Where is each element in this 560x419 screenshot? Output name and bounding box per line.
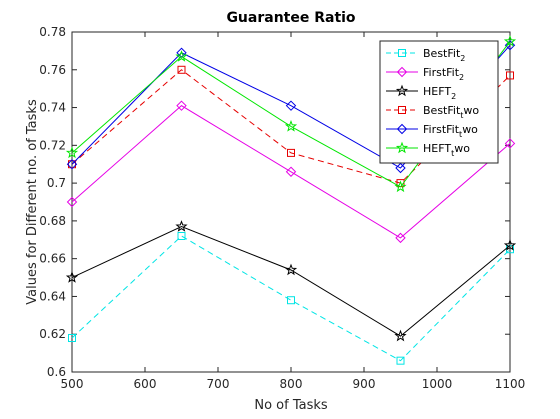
data-point xyxy=(394,329,407,342)
legend-label: FirstFittwo xyxy=(423,123,478,139)
legend-item: BestFittwo xyxy=(386,104,479,120)
legend-swatch-marker xyxy=(398,106,406,114)
data-point xyxy=(284,120,298,132)
y-tick-label: 0.7 xyxy=(47,176,66,190)
legend-label: FirstFit2 xyxy=(423,66,464,82)
data-point xyxy=(503,239,517,251)
data-point xyxy=(175,50,188,62)
series-line xyxy=(71,235,511,362)
data-point xyxy=(176,100,187,111)
legend-item: BestFit2 xyxy=(386,47,465,63)
data-point xyxy=(285,100,297,111)
data-point xyxy=(284,263,298,276)
series-line xyxy=(71,69,511,184)
legend: BestFit2 FirstFit2 HEFT2 BestFittwo FirstFit… xyxy=(379,40,499,164)
legend-item: FirstFit2 xyxy=(386,66,464,82)
x-tick-label: 900 xyxy=(353,377,376,391)
data-point xyxy=(68,334,76,342)
data-point xyxy=(395,232,406,244)
data-point xyxy=(503,35,517,47)
legend-label: BestFittwo xyxy=(423,104,479,120)
data-point xyxy=(395,162,406,174)
legend-label: HEFTtwo xyxy=(423,142,470,158)
legend-item: HEFT2 xyxy=(386,84,456,101)
data-point xyxy=(65,271,79,283)
data-point xyxy=(66,159,78,170)
y-tick-label: 0.74 xyxy=(39,101,66,115)
data-point xyxy=(504,138,516,149)
series-1 xyxy=(66,100,516,244)
y-tick-label: 0.72 xyxy=(39,138,66,152)
legend-swatch-marker xyxy=(395,84,409,97)
x-tick-label: 800 xyxy=(280,377,303,391)
x-tick-label: 700 xyxy=(207,377,230,391)
data-point xyxy=(504,40,516,51)
y-tick-label: 0.62 xyxy=(39,327,66,341)
legend-label: HEFT2 xyxy=(423,85,456,101)
data-point xyxy=(68,160,76,169)
data-point xyxy=(65,146,79,159)
series-2 xyxy=(65,220,517,342)
series-3 xyxy=(68,65,514,188)
series-line xyxy=(71,105,511,239)
data-point xyxy=(506,71,514,80)
y-tick-label: 0.76 xyxy=(39,63,66,77)
series-line xyxy=(71,226,511,337)
y-tick-label: 0.64 xyxy=(39,289,66,303)
legend-item: HEFTtwo xyxy=(386,141,470,158)
x-axis-label: No of Tasks xyxy=(254,398,328,413)
data-point xyxy=(396,356,405,365)
x-tick-label: 600 xyxy=(134,377,157,391)
legend-swatch-marker xyxy=(396,66,408,78)
x-tick-label: 1000 xyxy=(422,377,453,391)
y-tick-label: 0.68 xyxy=(39,214,66,228)
data-point xyxy=(177,232,186,240)
legend-label: BestFit2 xyxy=(423,47,465,63)
legend-swatch-marker xyxy=(396,123,408,135)
y-tick-label: 0.6 xyxy=(47,365,66,379)
y-tick-label: 0.66 xyxy=(39,252,66,266)
y-axis-label: Values for Different no. of Tasks xyxy=(25,99,40,305)
x-tick-label: 1100 xyxy=(495,377,526,391)
legend-swatch-marker xyxy=(395,141,409,154)
legend-swatch-marker xyxy=(398,49,406,57)
axis-ticks: 500 600 700 800 900 1000 1100 0.6 0.62 0.64 0.66 0.… xyxy=(39,25,525,391)
data-point xyxy=(177,65,186,74)
data-point xyxy=(285,166,297,177)
legend-box xyxy=(379,40,499,164)
data-point xyxy=(287,296,295,305)
legend-item: FirstFittwo xyxy=(386,123,478,139)
y-tick-label: 0.78 xyxy=(39,25,66,39)
chart-title: Guarantee Ratio xyxy=(226,10,355,26)
data-point xyxy=(66,196,78,208)
data-point xyxy=(287,148,295,157)
data-point xyxy=(394,180,407,193)
data-point xyxy=(175,220,188,232)
x-tick-label: 500 xyxy=(61,377,84,391)
data-point xyxy=(176,47,187,58)
